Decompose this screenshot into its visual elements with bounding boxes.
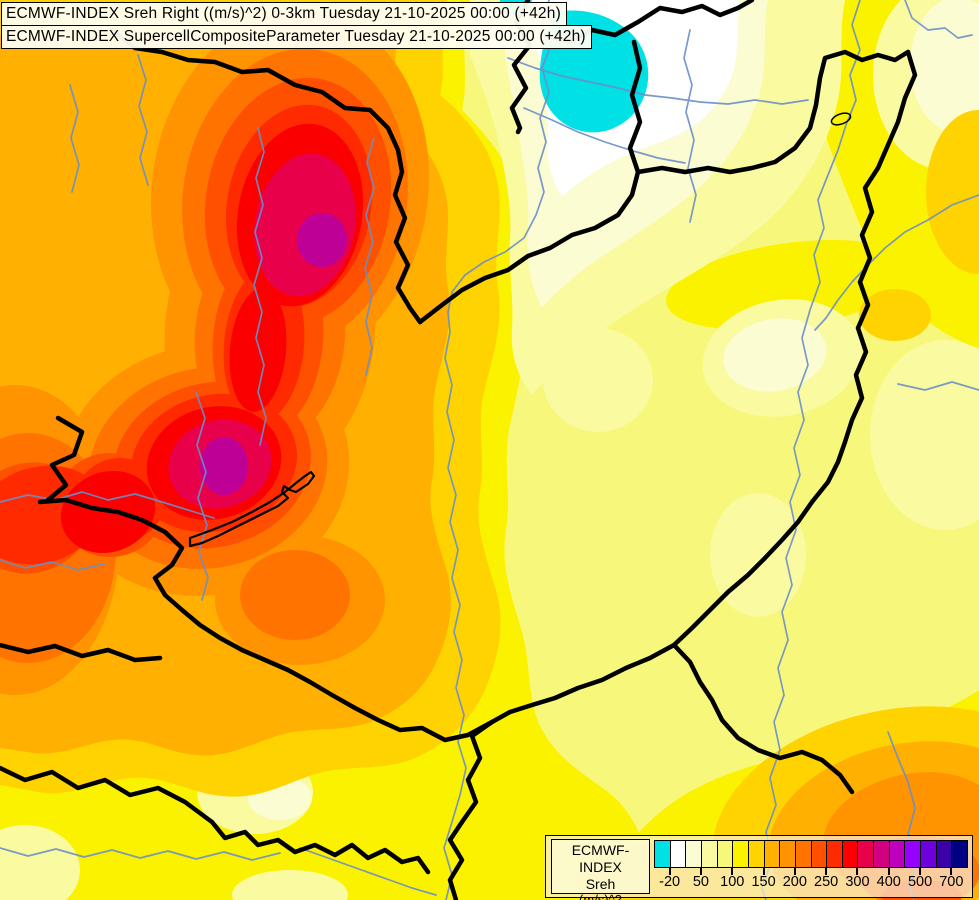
border-north: [417, 49, 911, 325]
legend-tick-mark: [856, 868, 859, 875]
river-branch: [69, 84, 80, 193]
river-branch: [195, 391, 209, 601]
legend-label-box: ECMWF-INDEX Sreh (m/s)^2: [551, 839, 650, 900]
legend-color-cell: [951, 840, 969, 868]
legend-tick-mark: [950, 868, 953, 875]
river-branch: [0, 559, 105, 571]
legend-tick-mark: [762, 868, 765, 875]
country-border-lines: [0, 0, 918, 900]
legend-units-label: (m/s)^2: [579, 892, 622, 900]
legend-tick-mark: [793, 868, 796, 875]
border-top-connector: [627, 39, 643, 175]
river-branch: [253, 127, 267, 446]
legend-tick-label: 500: [907, 874, 933, 890]
lake-balaton: [188, 470, 316, 548]
legend-tick-label: -20: [659, 874, 681, 890]
legend-tick-label: 700: [939, 874, 964, 890]
border-austria: [45, 415, 85, 503]
border-east: [671, 49, 918, 648]
border-slovenia: [0, 642, 163, 663]
river-branch: [523, 107, 686, 164]
legend: ECMWF-INDEX Sreh (m/s)^2 -20 50 100 150 200 2…: [545, 835, 973, 900]
river-branch: [137, 54, 149, 186]
legend-tick-label: 50: [692, 874, 710, 890]
legend-tick-mark: [887, 868, 890, 875]
border-southeast: [671, 642, 855, 795]
legend-tick-label: 300: [845, 874, 870, 890]
border-croatia-lower: [0, 765, 431, 875]
border-south: [489, 642, 677, 725]
map-title-line2: ECMWF-INDEX SupercellCompositeParameter …: [1, 25, 592, 49]
title-bar: ECMWF-INDEX Sreh Right ((m/s)^2) 0-3km T…: [1, 2, 592, 49]
legend-tick-mark: [668, 868, 671, 875]
legend-tick-mark: [825, 868, 828, 875]
river-branch: [0, 491, 215, 519]
border-danube-south: [447, 719, 495, 900]
river-branch: [507, 57, 809, 105]
legend-tick-label: 100: [720, 874, 745, 890]
river-tisza: [761, 0, 861, 900]
river-branch: [904, 0, 973, 39]
river-branch: [683, 29, 697, 223]
legend-tick-mark: [919, 868, 922, 875]
legend-colorbar: [654, 840, 969, 868]
river-branch: [364, 137, 375, 376]
river-branch: [814, 194, 979, 331]
lake-outlines: [188, 112, 852, 548]
small-lake: [830, 112, 852, 126]
legend-tick-label: 150: [751, 874, 776, 890]
river-branch: [0, 847, 281, 861]
legend-tick-mark: [731, 868, 734, 875]
legend-tick-label: 200: [782, 874, 807, 890]
river-branch: [897, 381, 979, 391]
legend-tick-label: 400: [876, 874, 901, 890]
legend-tick-mark: [699, 868, 702, 875]
border-west-chain: [37, 497, 495, 743]
river-branch: [299, 847, 437, 896]
border-northwest: [109, 27, 423, 325]
map-title-line1: ECMWF-INDEX Sreh Right ((m/s)^2) 0-3km T…: [1, 2, 567, 26]
legend-ticks: -20 50 100 150 200 250 300 400 500 700: [654, 840, 968, 896]
legend-parameter-label: Sreh: [585, 876, 616, 892]
legend-model-label: ECMWF-INDEX: [571, 842, 630, 875]
contour-magenta-cores: [200, 213, 347, 495]
legend-tick-label: 250: [814, 874, 839, 890]
